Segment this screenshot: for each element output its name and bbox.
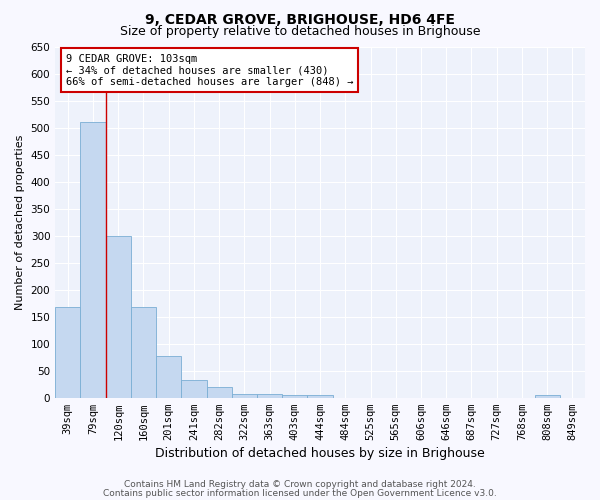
Bar [257,394,282,398]
Bar [80,122,106,398]
Bar [282,395,307,398]
Text: 9 CEDAR GROVE: 103sqm
← 34% of detached houses are smaller (430)
66% of semi-det: 9 CEDAR GROVE: 103sqm ← 34% of detached … [66,54,353,86]
Bar [307,395,332,398]
Bar [181,380,206,398]
Text: Contains HM Land Registry data © Crown copyright and database right 2024.: Contains HM Land Registry data © Crown c… [124,480,476,489]
Bar [535,395,560,398]
Text: 9, CEDAR GROVE, BRIGHOUSE, HD6 4FE: 9, CEDAR GROVE, BRIGHOUSE, HD6 4FE [145,12,455,26]
Bar [206,387,232,398]
Bar [55,308,80,398]
Text: Contains public sector information licensed under the Open Government Licence v3: Contains public sector information licen… [103,488,497,498]
Text: Size of property relative to detached houses in Brighouse: Size of property relative to detached ho… [120,25,480,38]
Y-axis label: Number of detached properties: Number of detached properties [15,134,25,310]
Bar [232,394,257,398]
Bar [106,236,131,398]
X-axis label: Distribution of detached houses by size in Brighouse: Distribution of detached houses by size … [155,447,485,460]
Bar [131,308,156,398]
Bar [156,356,181,398]
